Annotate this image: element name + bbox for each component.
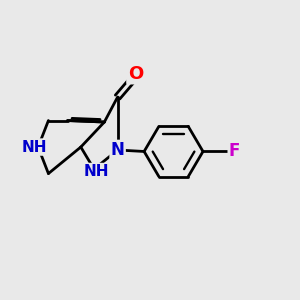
Text: F: F [229, 142, 240, 160]
Text: NH: NH [22, 140, 47, 154]
Text: NH: NH [84, 164, 109, 179]
Text: N: N [111, 141, 124, 159]
Text: O: O [128, 65, 143, 83]
